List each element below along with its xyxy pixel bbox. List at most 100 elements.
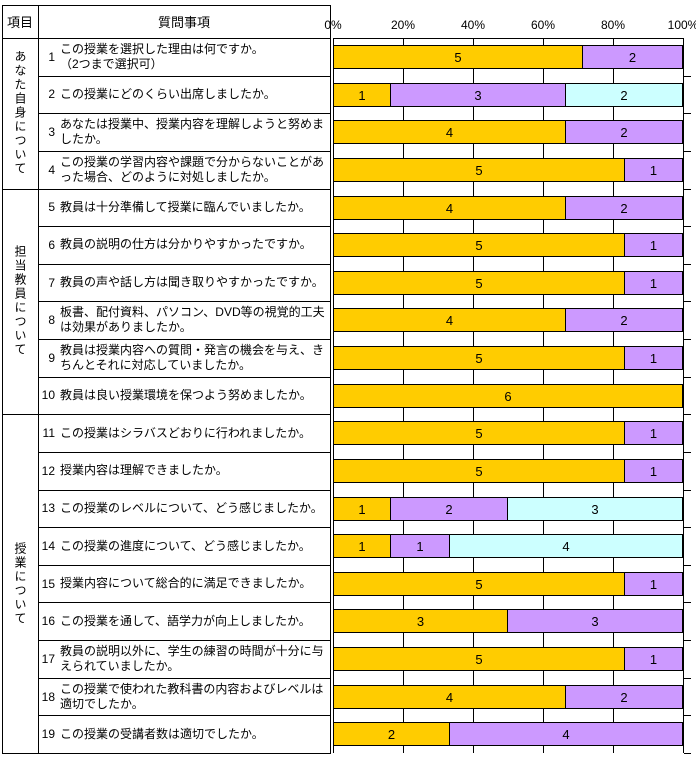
question-number: 3: [48, 125, 55, 140]
bar-segment-gold: 5: [333, 421, 625, 445]
bar-segment-purple: 2: [390, 497, 508, 521]
category-label: 授業について: [13, 541, 27, 626]
bar-segment-value: 1: [649, 275, 658, 291]
row-separator: [38, 565, 330, 566]
question-text: 教員は良い授業環境を保つよう努めましたか。: [60, 387, 312, 402]
bar-segment-gold: 3: [333, 609, 508, 633]
question-text: この授業の進度について、どう感じましたか。: [60, 538, 311, 553]
row-separator: [38, 264, 330, 265]
category-axis-tick: [684, 678, 691, 679]
question-number: 2: [48, 87, 55, 102]
column-header-item: 項目: [6, 15, 33, 30]
row-separator: [38, 301, 330, 302]
bar-segment-purple: 4: [449, 722, 683, 746]
category-cell-3: 授業について: [3, 414, 38, 753]
bar-segment-value: 5: [475, 350, 483, 366]
bar-segment-purple: 2: [565, 308, 683, 332]
bar-segment-value: 5: [454, 49, 462, 65]
question-row: 5 教員は十分準備して授業に臨んでいましたか。: [39, 189, 329, 227]
table-border-bottom: [2, 753, 331, 754]
bar-segment-value: 1: [358, 87, 366, 103]
category-axis-tick: [684, 452, 691, 453]
category-axis-tick: [684, 715, 691, 716]
question-text: 授業内容について総合的に満足できましたか。: [60, 576, 312, 591]
bar-segment-value: 2: [628, 49, 637, 65]
bar-segment-value: 3: [416, 613, 425, 629]
question-row: 6 教員の説明の仕方は分かりやすかったですか。: [39, 226, 329, 264]
question-row: 16 この授業を通して、語学力が向上しましたか。: [39, 602, 329, 640]
row-separator: [38, 527, 330, 528]
axis-tick-label: 80%: [600, 18, 626, 32]
axis-tick-label: 0%: [324, 18, 342, 32]
bar-segment-value: 2: [620, 689, 628, 705]
question-number: 13: [41, 501, 55, 516]
question-row: 10 教員は良い授業環境を保つよう努めましたか。: [39, 377, 329, 415]
category-label: 担当教員について: [13, 245, 27, 358]
bar-segment-value: 1: [649, 463, 658, 479]
question-text: この授業を選択した理由は何ですか。 （2つまで選択可）: [60, 41, 264, 71]
category-axis-tick: [684, 76, 691, 77]
bar-segment-value: 5: [475, 275, 483, 291]
question-row: 4 この授業の学習内容や課題で分からないことがあった場合、どのように対処しましたか…: [39, 151, 329, 189]
question-row: 18 この授業で使われた教科書の内容およびレベルは適切でしたか。: [39, 678, 329, 716]
bar-segment-gold: 4: [333, 685, 566, 709]
bar-segment-purple: 1: [624, 233, 683, 257]
bar-segment-purple: 1: [390, 534, 450, 558]
bar-segment-value: 5: [475, 651, 483, 667]
bar-segment-purple: 1: [624, 647, 683, 671]
bar-segment-purple: 3: [507, 609, 683, 633]
bar-segment-purple: 1: [624, 421, 683, 445]
bar-segment-value: 3: [591, 501, 599, 517]
bar-segment-value: 1: [649, 651, 658, 667]
question-row: 11 この授業はシラバスどおりに行われましたか。: [39, 414, 329, 452]
bar-segment-gold: 5: [333, 158, 625, 182]
row-separator: [38, 715, 330, 716]
bar-segment-gold: 1: [333, 83, 391, 107]
question-row: 7 教員の声や話し方は聞き取りやすかったですか。: [39, 264, 329, 302]
question-number: 9: [48, 350, 55, 365]
bar-segment-gold: 1: [333, 534, 391, 558]
category-axis-tick: [684, 339, 691, 340]
bar-segment-value: 2: [620, 312, 628, 328]
bar-segment-gold: 2: [333, 722, 450, 746]
bar-segment-value: 1: [649, 425, 658, 441]
bar-segment-value: 2: [387, 726, 396, 742]
bar-segment-gold: 5: [333, 271, 625, 295]
question-row: 19 この授業の受講者数は適切でしたか。: [39, 715, 329, 753]
question-row: 17 教員の説明以外に、学生の練習の時間が十分に与えられていましたか。: [39, 640, 329, 678]
category-axis-tick: [684, 377, 691, 378]
bar-segment-purple: 2: [565, 196, 683, 220]
bar-segment-value: 1: [649, 576, 658, 592]
table-border-left: [2, 5, 3, 754]
question-row: 8 板書、配付資料、パソコン、DVD等の視覚的工夫は効果がありましたか。: [39, 301, 329, 339]
question-row: 13 この授業のレベルについて、どう感じましたか。: [39, 490, 329, 528]
bar-segment-gold: 6: [333, 384, 683, 408]
bar-segment-value: 6: [504, 388, 512, 404]
bar-segment-cyan: 3: [507, 497, 683, 521]
bar-segment-value: 4: [445, 689, 454, 705]
axis-line-top: [333, 38, 684, 39]
question-number: 1: [48, 49, 55, 64]
table-border-right: [330, 5, 331, 754]
question-text: 教員は授業内容への質問・発言の機会を与え、きちんとそれに対応していましたか。: [60, 342, 325, 372]
bar-segment-gold: 5: [333, 459, 625, 483]
bar-segment-cyan: 2: [565, 83, 683, 107]
bar-segment-value: 2: [620, 124, 628, 140]
gridline: [683, 38, 684, 753]
bar-segment-value: 3: [474, 87, 482, 103]
bar-segment-gold: 5: [333, 647, 625, 671]
question-row: 3 あなたは授業中、授業内容を理解しようと努めましたか。: [39, 113, 329, 151]
question-number: 17: [41, 651, 55, 666]
bar-segment-value: 4: [562, 538, 570, 554]
question-row: 12 授業内容は理解できましたか。: [39, 452, 329, 490]
category-axis-tick: [684, 527, 691, 528]
question-text: 教員の声や話し方は聞き取りやすかったですか。: [60, 275, 324, 290]
bar-segment-purple: 1: [624, 572, 683, 596]
bar-segment-value: 4: [562, 726, 570, 742]
bar-segment-gold: 4: [333, 308, 566, 332]
question-number: 15: [41, 576, 55, 591]
question-text: 教員の説明の仕方は分かりやすかったですか。: [60, 237, 312, 252]
bar-segment-gold: 5: [333, 572, 625, 596]
question-row: 14 この授業の進度について、どう感じましたか。: [39, 527, 329, 565]
